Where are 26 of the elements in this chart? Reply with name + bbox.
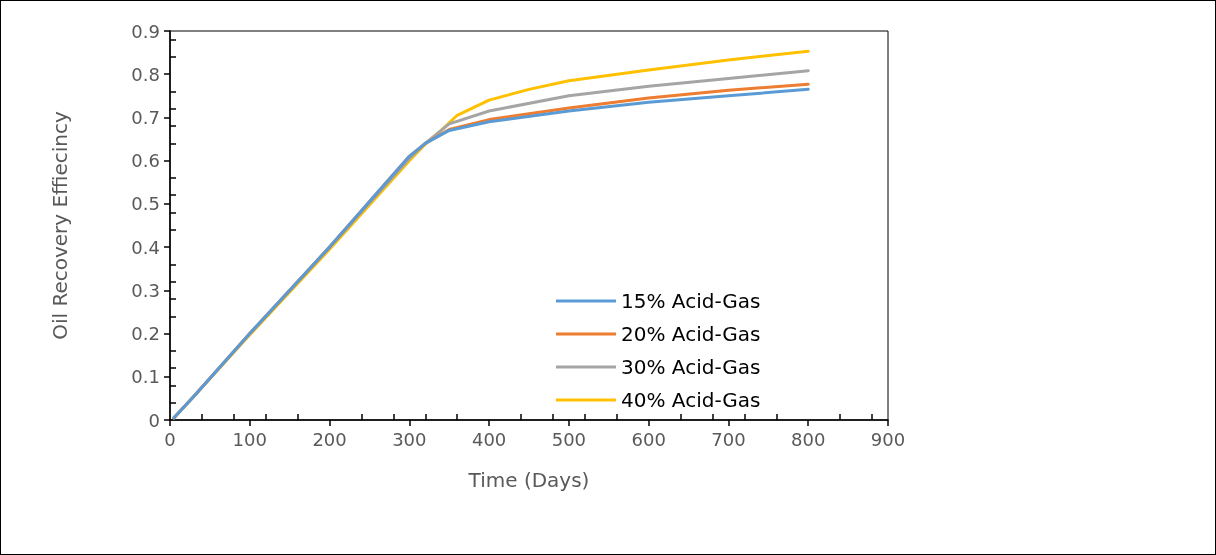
y-tick-label: 0 xyxy=(148,409,160,431)
legend-label: 30% Acid-Gas xyxy=(621,355,761,379)
y-tick-label: 0.8 xyxy=(131,63,160,85)
y-tick-label: 0.1 xyxy=(131,366,160,388)
x-tick-label: 200 xyxy=(312,428,347,450)
y-tick-label: 0.2 xyxy=(131,323,160,345)
x-tick-label: 800 xyxy=(791,428,826,450)
y-tick-label: 0.3 xyxy=(131,279,160,301)
y-tick-label: 0.7 xyxy=(131,106,160,128)
x-tick-label: 100 xyxy=(232,428,267,450)
x-tick-label: 700 xyxy=(711,428,746,450)
x-axis-title: Time (Days) xyxy=(467,468,590,492)
x-tick-label: 300 xyxy=(392,428,427,450)
x-tick-label: 500 xyxy=(551,428,587,450)
y-tick-label: 0.4 xyxy=(131,236,160,258)
x-tick-label: 0 xyxy=(164,428,176,450)
legend-label: 20% Acid-Gas xyxy=(621,322,761,346)
y-axis-title: Oil Recovery Effiecincy xyxy=(48,111,72,340)
y-tick-label: 0.6 xyxy=(131,150,160,172)
legend-label: 40% Acid-Gas xyxy=(621,388,761,412)
y-tick-label: 0.9 xyxy=(131,20,160,42)
legend-label: 15% Acid-Gas xyxy=(621,289,761,313)
x-tick-label: 600 xyxy=(631,428,666,450)
x-tick-label: 900 xyxy=(870,428,906,450)
x-tick-label: 400 xyxy=(471,428,507,450)
y-tick-label: 0.5 xyxy=(131,193,160,215)
